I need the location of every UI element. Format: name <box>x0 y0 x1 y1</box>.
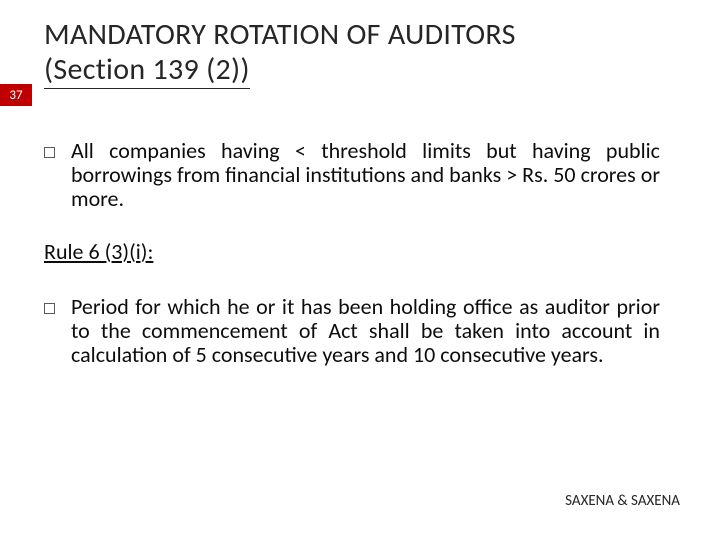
page-number: 37 <box>9 88 22 103</box>
footer-text: SAXENA & SAXENA <box>565 492 680 510</box>
page-number-badge: 37 <box>0 84 32 106</box>
square-bullet-icon <box>44 147 55 158</box>
bullet-item: All companies having < threshold limits … <box>44 139 660 210</box>
square-bullet-icon <box>44 303 55 314</box>
slide-title: MANDATORY ROTATION OF AUDITORS (Section … <box>44 18 668 87</box>
bullet-text: Period for which he or it has been holdi… <box>71 295 660 366</box>
bullet-item: Period for which he or it has been holdi… <box>44 295 660 366</box>
title-line-2: (Section 139 (2)) <box>44 51 250 89</box>
bullet-text: All companies having < threshold limits … <box>71 139 660 210</box>
title-line-1: MANDATORY ROTATION OF AUDITORS <box>44 16 516 53</box>
slide-container: MANDATORY ROTATION OF AUDITORS (Section … <box>0 0 720 540</box>
rule-heading: Rule 6 (3)(i): <box>44 238 660 265</box>
title-block: MANDATORY ROTATION OF AUDITORS (Section … <box>44 18 668 87</box>
slide-body: All companies having < threshold limits … <box>44 139 660 367</box>
